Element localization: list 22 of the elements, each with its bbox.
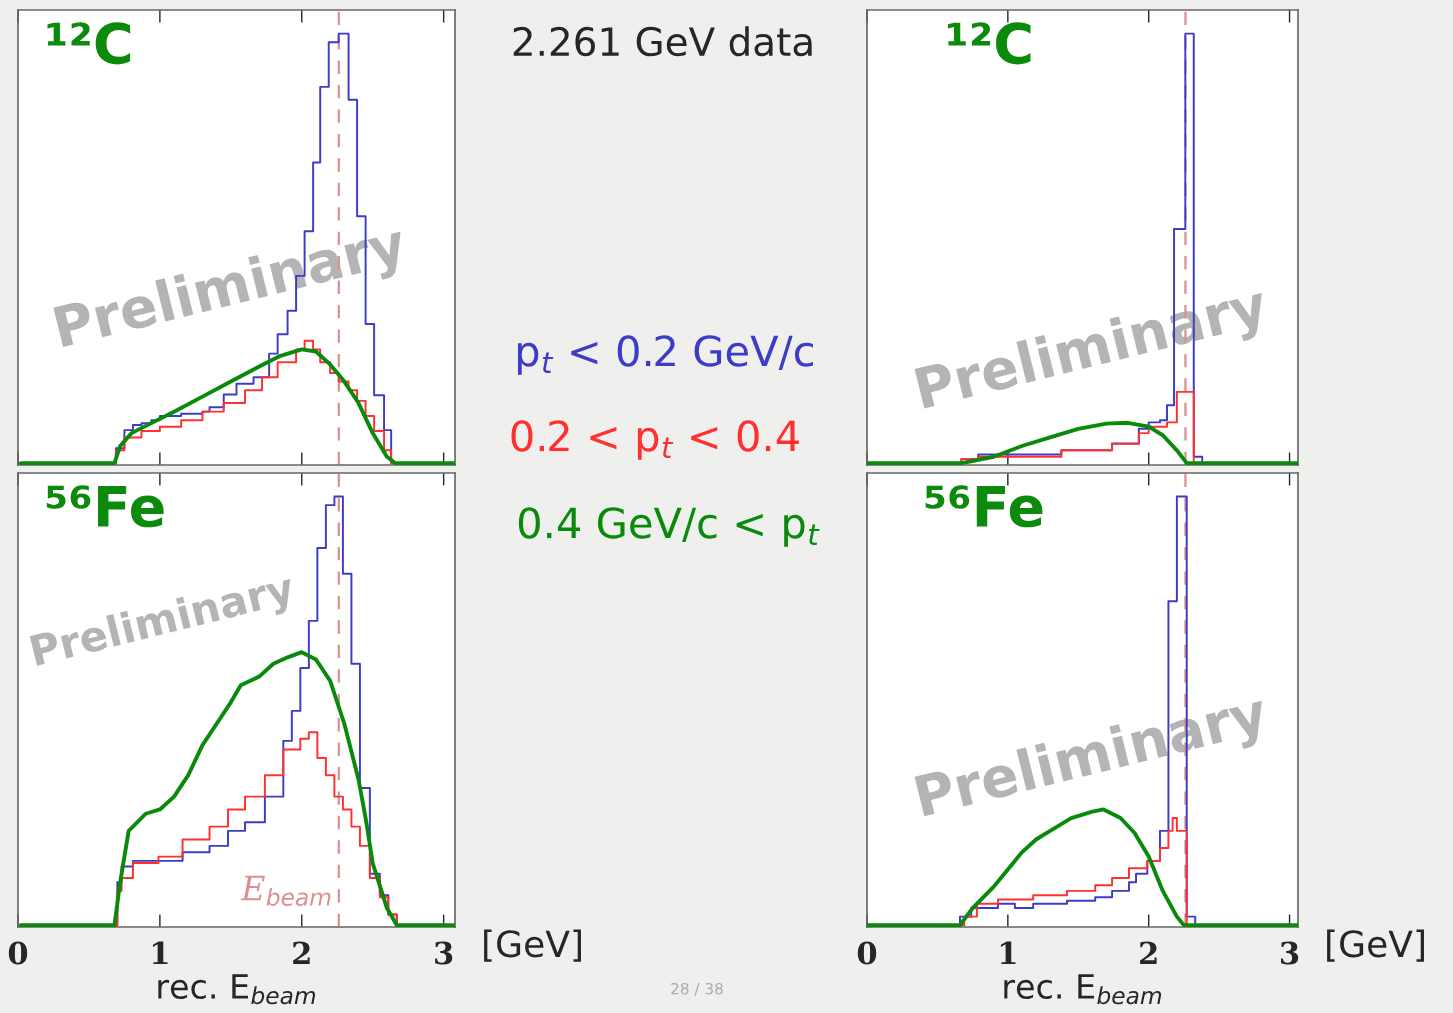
x-tick-label: 3 xyxy=(1281,941,1299,965)
x-tick-label: 0 xyxy=(8,941,28,965)
text: 28 / 38 xyxy=(671,982,723,996)
annotation: ⁵⁶Fe xyxy=(46,485,164,528)
chart-title: 2.261 GeV data xyxy=(513,26,812,57)
x-tick-label: 2 xyxy=(1140,941,1157,965)
text: [GeV] xyxy=(1327,929,1424,962)
series-label: 0.4 GeV/c < p$_{t}$ xyxy=(518,507,820,547)
x-tick-label: 1 xyxy=(152,941,168,965)
text: [GeV] xyxy=(484,929,581,962)
x-axis-title: rec. E$_{beam}$ xyxy=(1004,974,1162,1005)
annotation: ¹²C xyxy=(47,22,131,65)
x-axis-title: rec. E$_{beam}$ xyxy=(158,974,316,1005)
x-tick-label: 2 xyxy=(293,941,310,965)
series-label: 0.2 < p$_{t}$ < 0.4 xyxy=(511,420,799,460)
x-tick-label: 3 xyxy=(435,941,453,965)
text: p$_{t}$ < 0.2 GeV/c xyxy=(517,335,813,375)
x-tick-label: 0 xyxy=(857,941,877,965)
ref-line-label: E$_{beam}$ xyxy=(240,875,331,906)
x-tick-label: 1 xyxy=(1000,941,1016,965)
annotation: ¹²C xyxy=(947,22,1031,65)
annotation: ⁵⁶Fe xyxy=(925,485,1043,528)
